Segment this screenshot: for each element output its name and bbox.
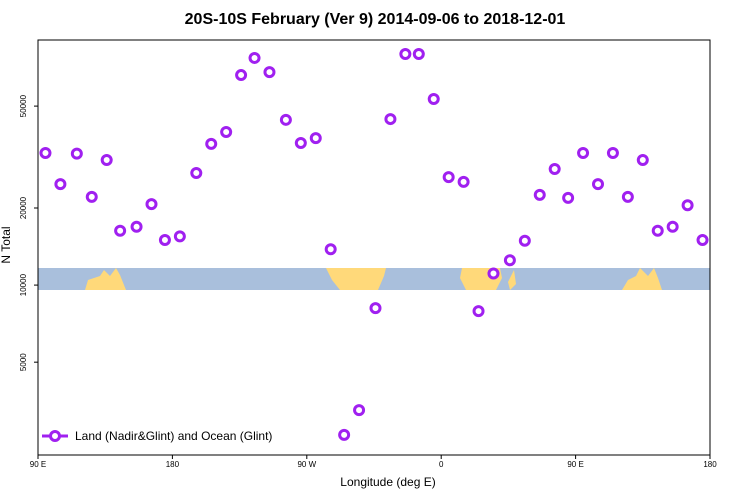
x-tick-label: 180: [166, 460, 180, 469]
y-tick-label: 20000: [19, 196, 28, 219]
point: [562, 191, 575, 204]
point: [651, 224, 664, 237]
point: [130, 220, 143, 233]
point: [533, 188, 546, 201]
point: [205, 137, 218, 150]
point: [145, 198, 158, 211]
map-band: [38, 268, 710, 290]
y-tick-label: 5000: [19, 353, 28, 371]
x-tick-label: 180: [703, 460, 717, 469]
x-tick-label: 90 E: [30, 460, 46, 469]
y-tick-label: 50000: [19, 94, 28, 117]
land-shape: [622, 268, 662, 290]
land-shape: [326, 268, 386, 290]
point: [548, 163, 561, 176]
legend: Land (Nadir&Glint) and Ocean (Glint): [42, 429, 272, 443]
point: [472, 305, 485, 318]
point: [399, 47, 412, 60]
point: [85, 190, 98, 203]
point: [681, 199, 694, 212]
point: [457, 175, 470, 188]
x-tick-label: 0: [439, 460, 444, 469]
chart-title: 20S-10S February (Ver 9) 2014-09-06 to 2…: [185, 11, 566, 28]
point: [279, 113, 292, 126]
point: [666, 220, 679, 233]
point: [577, 146, 590, 159]
legend-marker: [49, 430, 61, 442]
point: [606, 146, 619, 159]
land-shape: [460, 268, 516, 290]
point: [54, 178, 67, 191]
point: [235, 69, 248, 82]
point: [309, 132, 322, 145]
point: [324, 243, 337, 256]
point: [427, 92, 440, 105]
y-tick-label: 10000: [19, 273, 28, 296]
point: [173, 230, 186, 243]
point: [114, 224, 127, 237]
point: [696, 233, 709, 246]
point: [384, 113, 397, 126]
point: [39, 146, 52, 159]
x-axis-label: Longitude (deg E): [340, 475, 435, 489]
point: [263, 66, 276, 79]
point: [158, 233, 171, 246]
legend-label: Land (Nadir&Glint) and Ocean (Glint): [75, 429, 272, 443]
point: [487, 267, 500, 280]
plot-frame: [37, 39, 711, 456]
x-tick-label: 90 W: [297, 460, 316, 469]
point: [636, 153, 649, 166]
point: [190, 166, 203, 179]
point: [518, 234, 531, 247]
point: [248, 51, 261, 64]
point: [369, 302, 382, 315]
point: [503, 254, 516, 267]
point: [100, 153, 113, 166]
point: [412, 47, 425, 60]
point: [621, 190, 634, 203]
point: [220, 126, 233, 139]
point: [442, 171, 455, 184]
point: [338, 428, 351, 441]
point: [70, 147, 83, 160]
y-axis-label: N Total: [0, 226, 13, 263]
point: [353, 404, 366, 417]
x-tick-label: 90 E: [567, 460, 583, 469]
point: [294, 136, 307, 149]
point: [592, 178, 604, 191]
land-shape: [85, 268, 126, 290]
